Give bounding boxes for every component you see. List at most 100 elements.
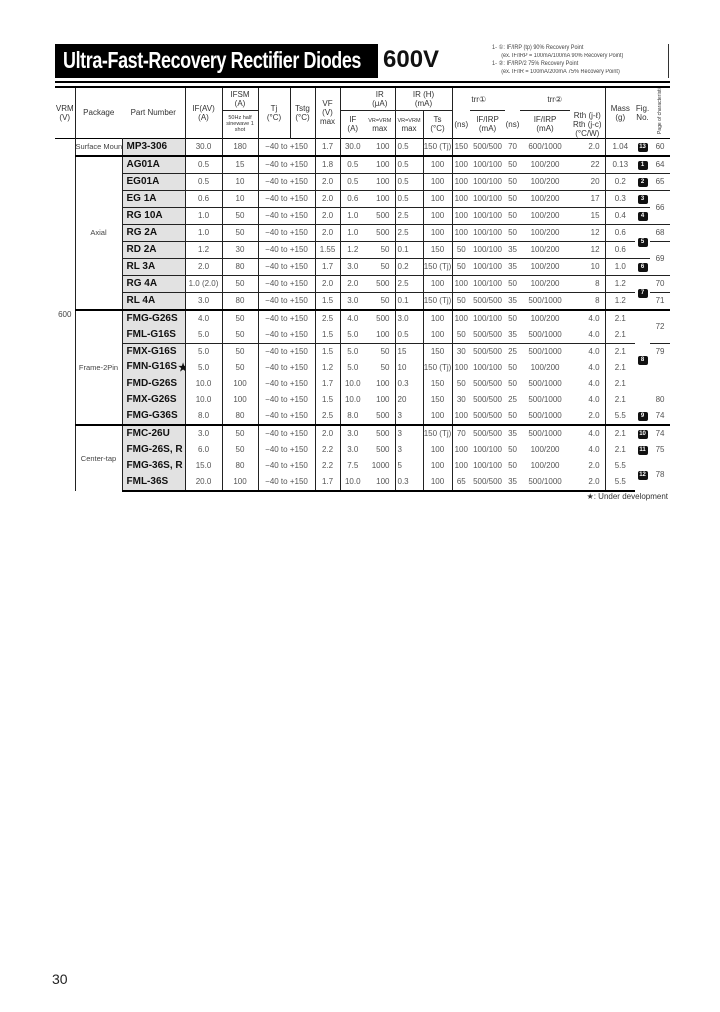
note-line: (ex. IF/IR = 100mA/200mA 75% Recovery Po… <box>501 69 620 75</box>
ifsm-value: 50 <box>221 223 258 241</box>
voltage-rating: 600V <box>383 46 440 73</box>
if-value: 3.0 <box>339 257 365 275</box>
figure-badge: 12 <box>637 470 648 480</box>
ts-value: 100 <box>422 206 453 224</box>
note-line: (ex. IF/IRP = 100mA/100mA 90% Recovery P… <box>501 53 624 59</box>
trr1-value: 100 <box>451 154 471 173</box>
trr2-value: 35 <box>505 473 521 492</box>
rth-value: 8 <box>570 274 606 292</box>
mass-value: 0.3 <box>604 189 636 207</box>
trr1-condition-value: 100/100 <box>470 189 506 207</box>
rth-value: 2.0 <box>588 411 600 420</box>
if-value: 0.5 <box>339 154 365 173</box>
trr2-value: 25 <box>508 395 517 404</box>
irh-value: 5 <box>394 457 423 474</box>
characteristic-page: 64 <box>650 154 671 173</box>
trr2-value: 50 <box>508 461 517 470</box>
ir-value: 100 <box>376 142 390 151</box>
mass-value: 1.2 <box>604 291 636 310</box>
temperature-range-value: −40 to +150 <box>257 240 315 258</box>
if-av-value: 1.2 <box>184 240 222 258</box>
rth-value: 17 <box>570 189 606 207</box>
trr2-condition-value: 100/200 <box>520 154 571 173</box>
rth-value: 8 <box>570 291 606 310</box>
fig-number: 12 <box>635 458 650 491</box>
part-number: FMG-26S, R <box>121 441 185 458</box>
temperature-range-value: −40 to +150 <box>257 274 315 292</box>
if-av-value: 6.0 <box>184 441 222 458</box>
temperature-range-value: −40 to +150 <box>257 223 315 241</box>
characteristic-page: 60 <box>655 142 665 151</box>
figure-badge: 13 <box>637 143 648 152</box>
temperature-range-value: −40 to +150 <box>257 326 315 343</box>
trr2-value: 50 <box>505 154 521 173</box>
vf-value: 2.5 <box>314 407 340 425</box>
part-number-text: RG 4A <box>126 278 158 289</box>
ir-value: 50 <box>380 363 390 372</box>
vf-value: 2.0 <box>314 423 340 442</box>
fig-number: 10 <box>635 423 651 442</box>
if-av-value: 5.0 <box>184 326 222 343</box>
mass-value: 0.6 <box>604 223 636 241</box>
mass-value: 1.0 <box>604 257 636 275</box>
trr1-value: 70 <box>451 423 471 442</box>
part-number: FML-36S <box>121 473 185 492</box>
part-number-text: RD 2A <box>126 244 157 255</box>
trr2-condition-value: 100/200 <box>520 206 571 224</box>
col-rth: Rth (j-ℓ) Rth (j-c) (°C/W) <box>573 110 602 138</box>
col-trr2-unit: (ns) <box>505 119 520 129</box>
fig-number: 7 <box>635 274 651 310</box>
col-ir: IR (μA) <box>372 90 388 108</box>
part-number: RL 3A <box>121 257 185 275</box>
rth-value: 4.0 <box>588 445 600 454</box>
table-row: EG01A 0.5 10 −40 to +150 2.0 0.5 100 0.5 100 100 1… <box>55 172 671 190</box>
ir-value: 500 <box>376 411 390 420</box>
if-value: 2.0 <box>339 274 365 292</box>
table-row: FMG-26S, R 6.0 50 −40 to +150 2.2 3.0 500 3 100 1… <box>55 441 670 458</box>
title-rule <box>55 81 670 83</box>
col-package: Package <box>74 87 122 138</box>
characteristic-page <box>650 360 670 376</box>
rth-value: 22 <box>570 154 606 173</box>
trr2-condition-value: 100/200 <box>520 172 571 190</box>
trr2-condition-value: 100/200 <box>530 445 560 454</box>
col-if-spacer <box>339 87 365 111</box>
temperature-range-value: −40 to +150 <box>257 291 315 310</box>
ifsm-value: 80 <box>221 257 258 275</box>
temperature-range-value: −40 to +150 <box>257 423 315 442</box>
part-number: RG 2A <box>121 223 185 241</box>
ts-value: 150 <box>422 375 453 392</box>
part-number: FMX-G16S <box>121 342 185 360</box>
vf-value: 1.2 <box>314 359 340 376</box>
table-row: Frame-2Pin FMG-G26S 4.0 50 −40 to +150 2.5 4.0… <box>55 308 671 425</box>
table-row: FMD-G26S 10.0 100 −40 to +150 1.7 10.0 100 0.3 1… <box>55 375 670 392</box>
rth-value: 4.0 <box>570 342 606 360</box>
trr2-condition-value: 100/200 <box>520 189 571 207</box>
ir-value: 500 <box>376 445 390 454</box>
ir-value: 100 <box>365 172 395 190</box>
ifsm-value: 50 <box>221 423 258 442</box>
mass-value: 0.4 <box>604 206 636 224</box>
part-number: RG 4A <box>121 274 185 292</box>
if-value: 8.0 <box>339 407 365 425</box>
vf-value: 2.0 <box>314 189 340 207</box>
vf-value: 1.5 <box>314 291 340 310</box>
mass-value: 2.1 <box>604 359 636 376</box>
vf-value: 2.2 <box>314 441 340 458</box>
trr1-value: 100 <box>451 359 471 376</box>
if-value: 5.0 <box>339 359 365 376</box>
package-label: Surface Mount <box>74 138 122 156</box>
trr1-condition-value: 500/500 <box>473 411 502 420</box>
col-vf: VF (V) max <box>314 87 340 138</box>
ts-value: 100 <box>422 441 453 458</box>
if-value: 1.2 <box>339 240 365 258</box>
col-part-number: Part Number <box>130 108 176 118</box>
if-av-value: 10.0 <box>184 391 222 408</box>
col-trr1: trr① <box>451 87 506 111</box>
irh-value: 20 <box>394 391 423 408</box>
if-value: 10.0 <box>339 473 365 492</box>
ifsm-value: 100 <box>221 375 258 392</box>
fig-number: 13 <box>635 138 650 156</box>
temperature-range-value: −40 to +150 <box>257 407 315 425</box>
trr1-value: 50 <box>451 257 471 275</box>
